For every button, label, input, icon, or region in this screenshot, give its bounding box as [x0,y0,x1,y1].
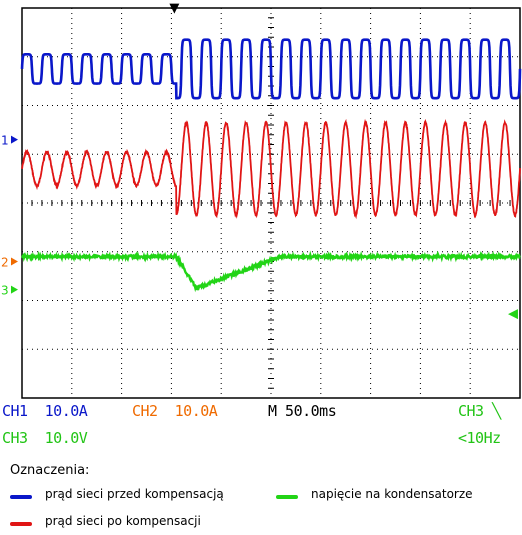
legend-swatch-ch2 [10,522,32,526]
ch1-scale-readout: CH1 10.0A [2,402,88,420]
oscilloscope-screen: 1 2 3 ▼ ◀ CH1 10.0A CH2 10.0A M 50.0ms CH3 ╲… [0,0,522,446]
ch1-ground-marker: 1 [1,134,9,148]
series-ch1-trace [20,38,522,100]
ch2-scale-readout: CH2 10.0A [132,402,218,420]
trigger-source-readout: CH3 ╲ [458,402,501,420]
legend-item-ch2: prąd sieci po kompensacji [45,514,201,528]
ch3-ground-marker: 3 [1,284,9,298]
series-ch3-trace [21,250,521,293]
ch3-scale-readout: CH3 10.0V [2,429,88,447]
legend-title: Oznaczenia: [10,463,90,478]
series-ch2-trace [21,118,521,220]
legend-item-ch3: napięcie na kondensatorze [311,487,473,501]
trigger-level-marker: ◀ [508,307,518,322]
oscilloscope-plot: 1 2 3 ▼ ◀ [1,1,522,399]
ch3-ground-marker-arrow [11,285,18,294]
legend-swatch-ch1 [10,495,32,499]
legend: Oznaczenia: prąd sieci przed kompensacją… [0,455,522,535]
trigger-position-marker: ▼ [169,1,179,16]
ch2-ground-marker-arrow [11,257,18,266]
ch2-ground-marker: 2 [1,256,9,270]
trigger-frequency-readout: <10Hz [458,429,501,447]
legend-swatch-ch3 [276,495,298,499]
legend-item-ch1: prąd sieci przed kompensacją [45,487,224,501]
timebase-readout: M 50.0ms [268,402,337,420]
ch1-ground-marker-arrow [11,135,18,144]
